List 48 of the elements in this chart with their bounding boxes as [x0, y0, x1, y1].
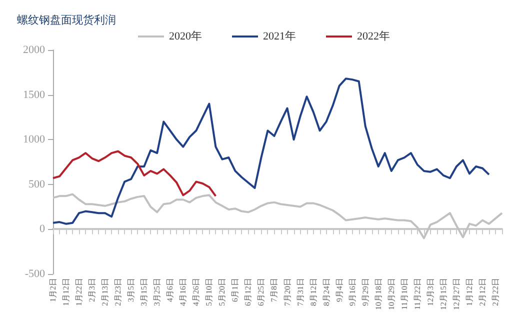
legend-label: 2021年	[263, 30, 296, 42]
x-tick-label: 8月12日	[308, 278, 318, 306]
y-tick-label: 2000	[23, 44, 46, 56]
legend-label: 2022年	[357, 30, 390, 42]
x-tick-label: 2月12日	[478, 278, 487, 306]
x-tick-label: 6月1日	[230, 278, 240, 302]
x-tick-label: 11月22日	[412, 278, 422, 310]
x-tick-label: 3月25日	[152, 278, 162, 306]
y-tick-label: 1500	[23, 88, 46, 101]
y-tick-label: 1000	[23, 134, 46, 146]
x-tick-label: 12月3日	[426, 278, 435, 306]
x-tick-label: 9月29日	[360, 278, 370, 306]
x-tick-label: 12月15日	[438, 278, 448, 310]
x-tick-label: 8月24日	[322, 278, 331, 306]
x-tick-label: 6月12日	[244, 278, 253, 306]
x-tick-label: 12月27日	[452, 278, 461, 310]
x-tick-label: 4月16日	[178, 278, 188, 306]
x-tick-label: 2月13日	[100, 278, 110, 306]
line-series	[52, 78, 490, 225]
x-tick-label: 6月25日	[256, 278, 266, 306]
x-tick-label: 7月31日	[296, 278, 305, 306]
y-tick-label: -500	[24, 268, 46, 280]
x-tick-label: 1月2日	[48, 278, 58, 302]
x-tick-label: 10月18日	[374, 278, 383, 310]
x-tick-label: 9月4日	[334, 278, 344, 302]
x-tick-label: 10月29日	[386, 278, 396, 310]
x-tick-label: 4月26日	[192, 278, 201, 306]
x-tick-label: 2月22日	[490, 278, 500, 306]
chart-title: 螺纹钢盘面现货利润	[17, 14, 116, 26]
x-tick-label: 1月12日	[62, 278, 71, 306]
y-tick-label: 500	[28, 178, 46, 190]
x-tick-label: 11月10日	[400, 278, 409, 310]
x-tick-label: 3月15日	[140, 278, 149, 306]
line-series	[52, 193, 503, 240]
line-series	[52, 150, 217, 198]
x-tick-label: 2月3日	[88, 278, 97, 302]
x-tick-label: 1月12日	[464, 278, 474, 306]
y-tick-label: 0	[40, 223, 46, 236]
x-tick-label: 7月20日	[282, 278, 292, 306]
x-tick-label: 7月8日	[270, 278, 279, 302]
x-tick-label: 4月6日	[166, 278, 175, 302]
x-tick-label: 9月16日	[348, 278, 357, 306]
x-tick-label: 5月10日	[204, 278, 214, 306]
legend-label: 2020年	[169, 30, 202, 42]
x-tick-label: 5月20日	[218, 278, 227, 306]
x-tick-label: 1月22日	[74, 278, 84, 306]
x-tick-label: 3月5日	[126, 278, 136, 302]
x-tick-label: 2月23日	[114, 278, 123, 306]
